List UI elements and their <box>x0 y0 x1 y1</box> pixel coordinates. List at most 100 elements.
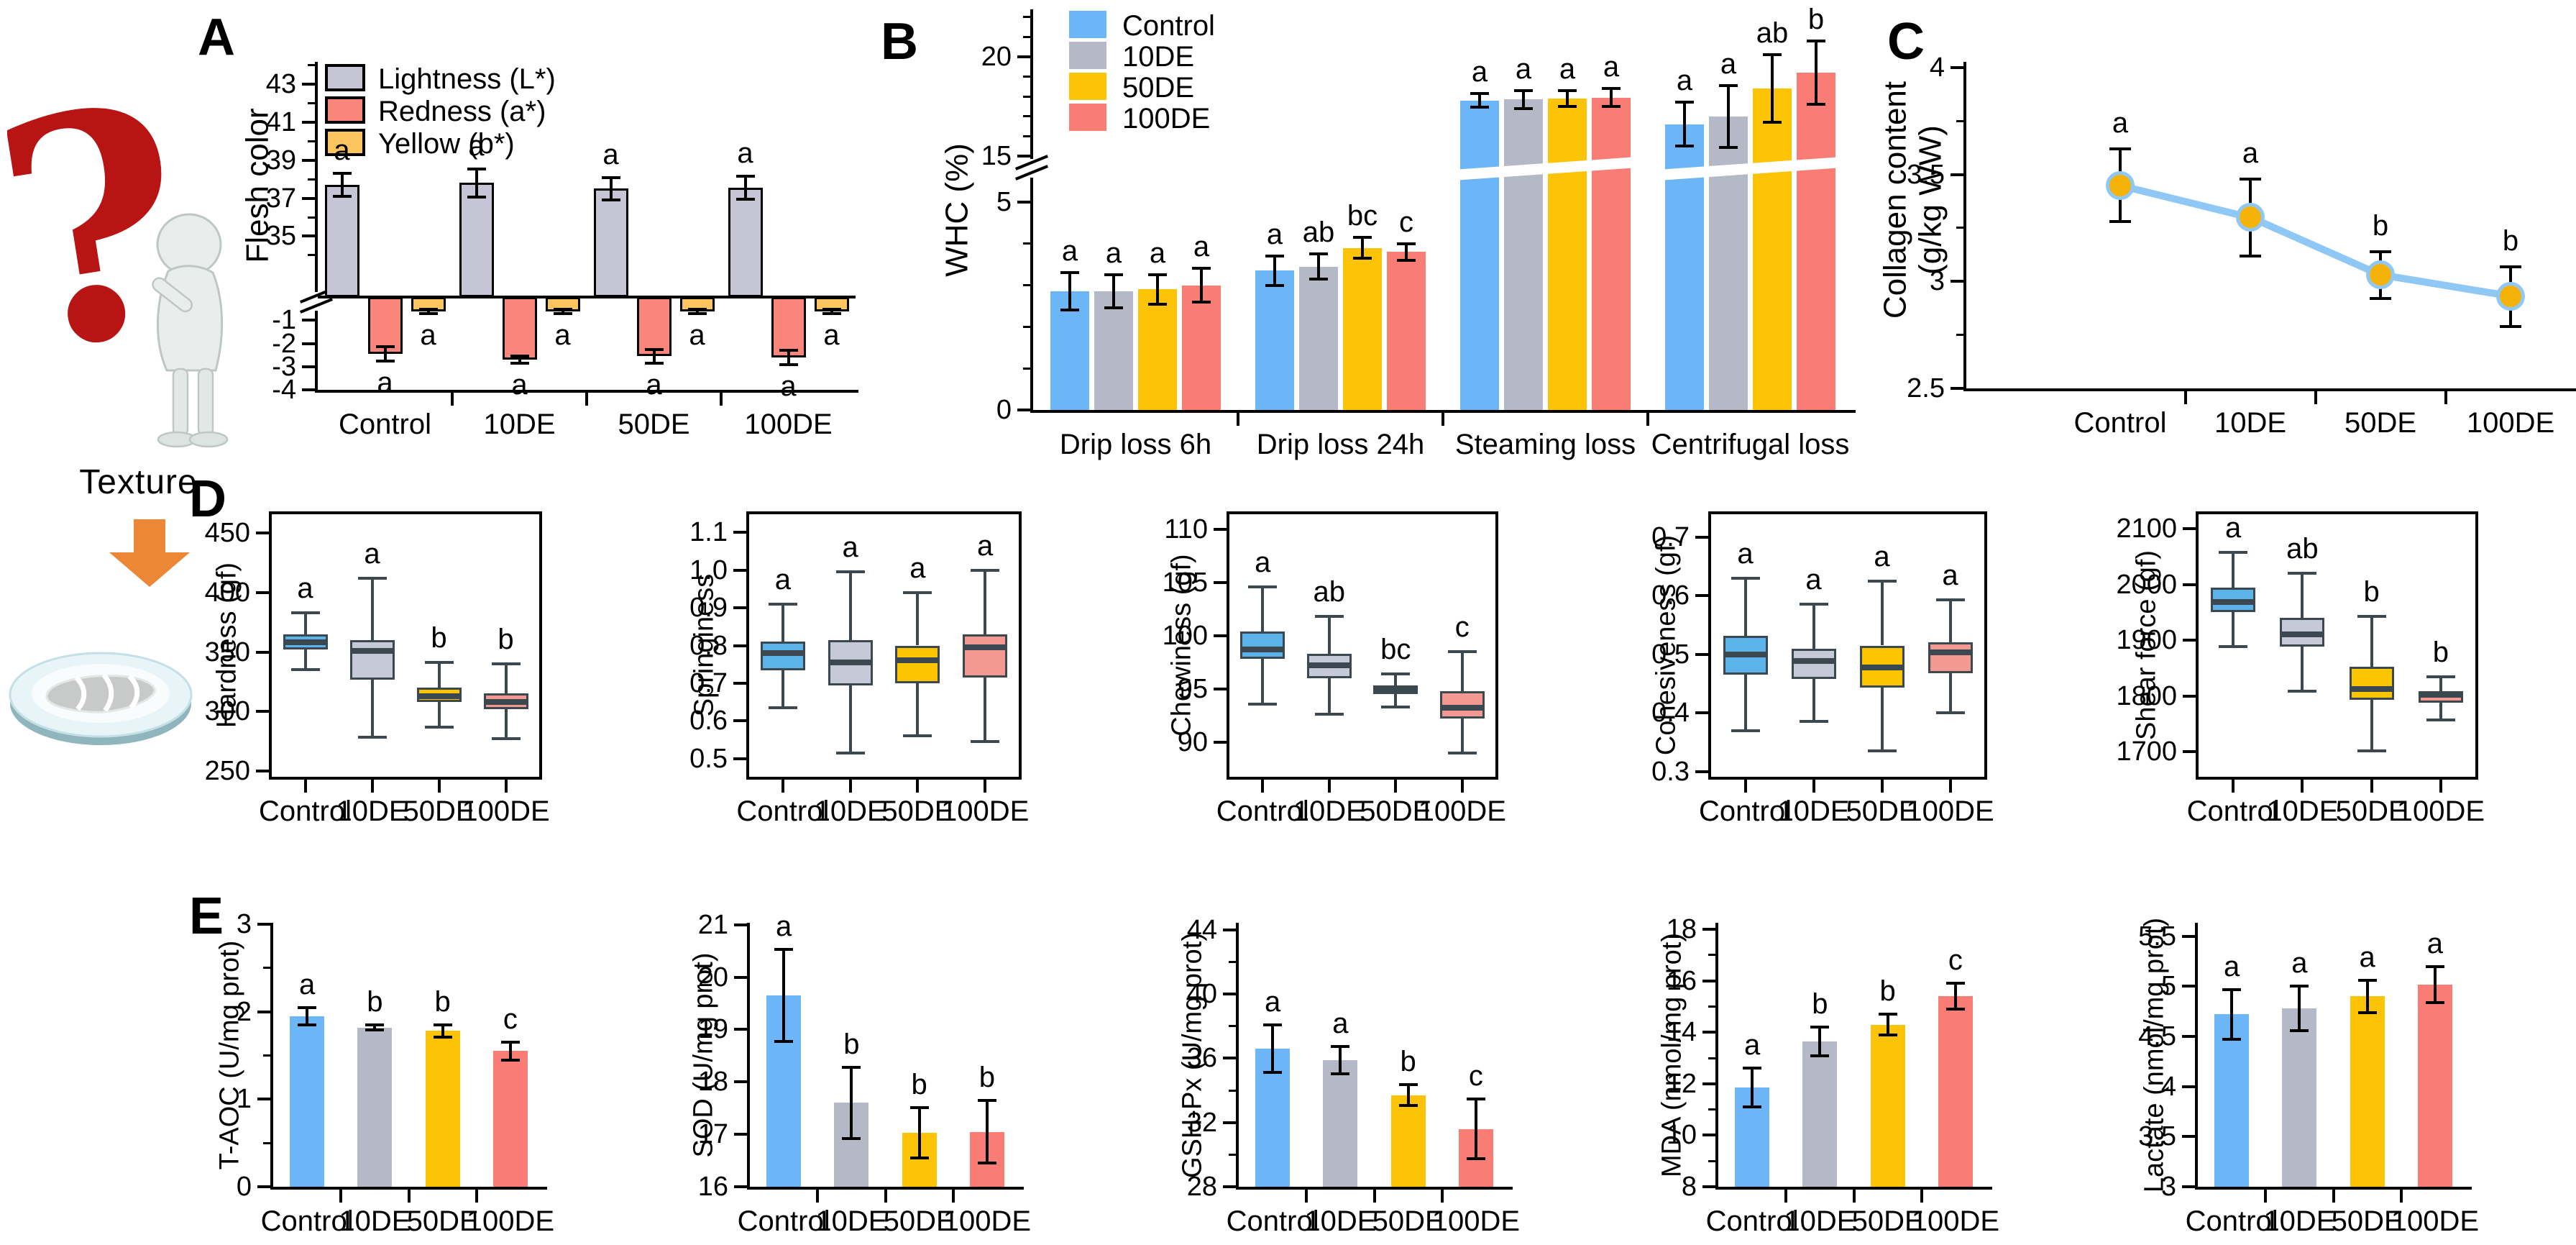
x-tick <box>1460 780 1464 793</box>
y-tick-label: 95 <box>1177 673 1208 704</box>
legend-label: Redness (a*) <box>378 96 546 127</box>
error-bar <box>1474 1099 1477 1159</box>
sig-letter: a <box>776 910 792 942</box>
error-bar-cap <box>644 361 664 365</box>
category-label: 100DE <box>2466 407 2555 439</box>
sig-letter: a <box>1332 1007 1349 1039</box>
line-segment <box>2119 181 2252 221</box>
x-tick <box>816 1190 820 1203</box>
y-axis-label: WHC (%) <box>939 143 975 277</box>
y-tick-label: 32 <box>1186 1107 1217 1138</box>
box <box>349 640 395 680</box>
error-bar-cap <box>1807 103 1825 106</box>
y-tick-label: 0.5 <box>689 743 728 774</box>
error-bar-cap <box>1514 88 1533 92</box>
y-tick-label: 0.8 <box>689 630 728 661</box>
plot-frame <box>746 511 1022 780</box>
median-line <box>2280 631 2325 638</box>
y-tick <box>1695 594 1708 598</box>
y-tick <box>734 1133 747 1136</box>
y-tick-label: 3 <box>236 909 252 939</box>
plot-frame <box>2196 511 2478 780</box>
error-bar <box>1317 254 1320 279</box>
error-bar-cap <box>332 194 352 198</box>
error-bar-cap <box>1309 252 1328 256</box>
error-bar-cap <box>1331 1072 1350 1075</box>
x-tick <box>951 1190 955 1203</box>
y-tick-label: 4 <box>2160 1071 2176 1102</box>
y-tick-label: 450 <box>204 518 250 549</box>
whisker <box>781 603 784 642</box>
error-bar <box>830 309 833 314</box>
data-point-marker <box>2496 282 2525 311</box>
y-tick <box>1695 711 1708 715</box>
y-tick <box>2182 1135 2195 1139</box>
y-tick-label: 16 <box>697 1172 728 1202</box>
error-bar-cap <box>1807 39 1825 42</box>
x-tick <box>1646 413 1649 426</box>
error-bar-cap <box>1878 1013 1897 1016</box>
y-tick-label: 400 <box>204 578 250 608</box>
sig-letter: a <box>1105 237 1122 270</box>
whisker <box>848 685 852 753</box>
y-minor-tick <box>1023 284 1030 287</box>
whisker-cap <box>290 611 320 615</box>
error-bar-cap <box>1265 283 1284 287</box>
median-line <box>2418 692 2463 698</box>
panel-E-taoc-bar-chart: 0 1 2 3 Control 10DE 50DE 100DE T-AOC (U/mg prot… <box>215 911 554 1236</box>
sig-letter: bc <box>1380 634 1411 666</box>
error-bar-cap <box>735 197 755 201</box>
category-label: 50DE <box>406 1205 479 1237</box>
median-line <box>1439 705 1485 711</box>
whisker-cap <box>1314 713 1344 716</box>
legend-label: Lightness (L*) <box>378 63 556 95</box>
error-bar-cap <box>1763 121 1782 124</box>
whisker <box>848 572 852 640</box>
error-bar-cap <box>644 347 664 351</box>
error-bar <box>1683 102 1686 147</box>
whisker-cap <box>2219 550 2248 554</box>
y-tick <box>733 644 746 647</box>
median-line <box>1373 687 1418 693</box>
median-line <box>349 647 395 654</box>
error-bar <box>1771 55 1774 123</box>
sig-letter: c <box>1468 1060 1483 1093</box>
x-tick <box>1880 780 1884 793</box>
whisker <box>1460 719 1464 753</box>
bar <box>1797 73 1835 410</box>
error-bar <box>1815 40 1818 105</box>
y-tick-label: 105 <box>1162 567 1208 598</box>
error-bar <box>1361 237 1364 258</box>
y-tick <box>1702 1082 1715 1085</box>
whisker-cap <box>1867 579 1897 583</box>
category-label: Control <box>2185 1205 2278 1237</box>
whisker <box>1812 678 1815 722</box>
y-tick-label: 1700 <box>2116 736 2177 767</box>
median-line <box>1240 647 1285 653</box>
box <box>1439 690 1485 719</box>
whisker <box>1880 688 1884 752</box>
error-bar-cap <box>687 307 707 311</box>
sig-letter: c <box>1454 611 1470 643</box>
error-bar <box>508 1042 512 1060</box>
category-label: 50DE <box>2335 795 2408 827</box>
y-tick-label: 35 <box>265 221 296 252</box>
bar <box>1548 98 1587 410</box>
bar <box>492 1051 528 1187</box>
x-tick <box>585 393 588 406</box>
category-label: 10DE <box>1777 795 1850 827</box>
error-bar <box>306 1007 309 1025</box>
error-bar-cap <box>1060 309 1079 312</box>
y-tick <box>257 923 270 926</box>
panel-D-cohesiveness-boxplot: 0.3 0.4 0.5 0.6 0.7 Control 10DE 50DE 100DE Cohes… <box>1651 511 1994 826</box>
y-tick <box>1951 387 1963 390</box>
bar <box>1390 1095 1426 1187</box>
error-bar-cap <box>2370 297 2391 301</box>
category-label: 100DE <box>2396 795 2485 827</box>
whisker-cap <box>2426 675 2455 678</box>
error-bar-cap <box>365 1029 385 1032</box>
error-bar-cap <box>510 355 529 358</box>
sig-letter: b <box>2363 575 2380 608</box>
error-bar-cap <box>774 947 794 951</box>
error-bar <box>1522 90 1525 109</box>
